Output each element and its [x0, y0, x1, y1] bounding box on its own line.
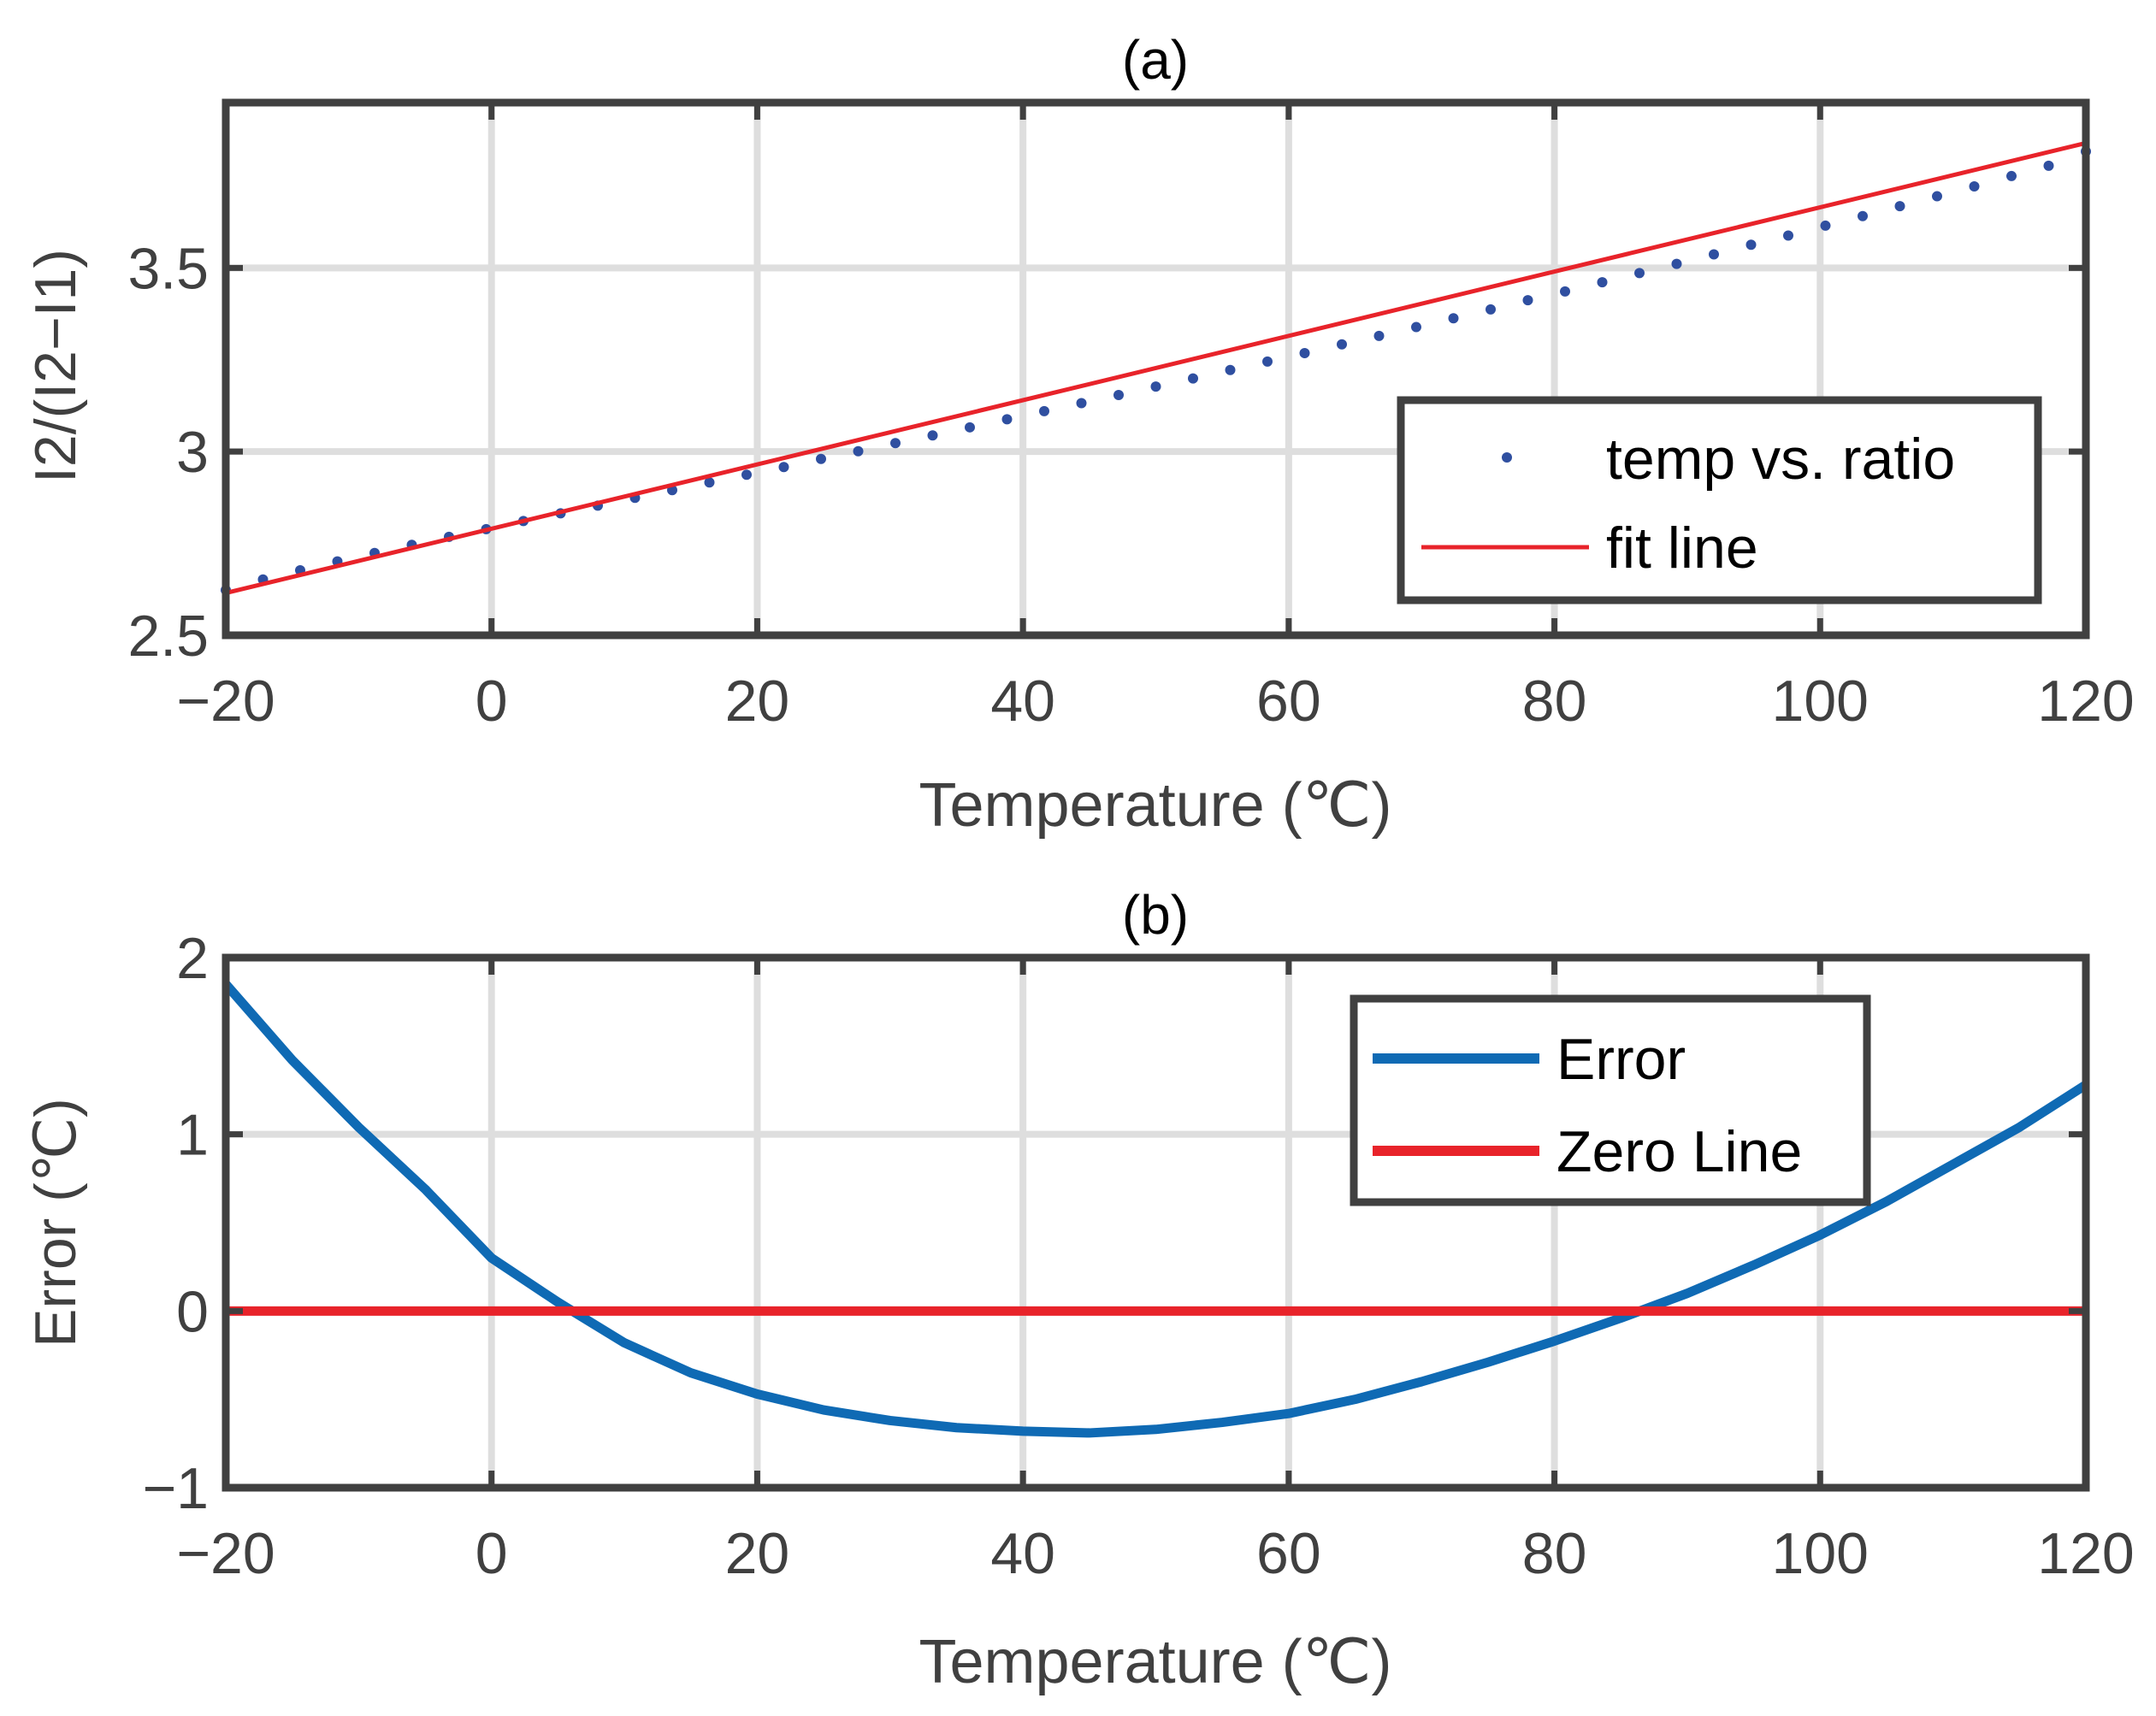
a-data-point	[853, 445, 864, 457]
a-data-point	[1560, 286, 1570, 297]
b-legend-label-error: Error	[1556, 1027, 1686, 1092]
a-x-ticks: −20 0 20 40 60 80 100 120	[176, 103, 2135, 734]
a-data-point	[927, 430, 938, 441]
b-x-tick-label: 60	[1256, 1521, 1321, 1586]
a-data-point	[1299, 348, 1310, 359]
a-data-point	[1076, 398, 1087, 409]
a-data-point	[1745, 239, 1757, 251]
a-legend-box	[1397, 396, 2042, 604]
b-x-tick-label: 20	[725, 1521, 790, 1586]
a-x-tick-label: 80	[1522, 669, 1587, 734]
b-y-tick-label: 0	[176, 1279, 209, 1344]
a-data-point	[741, 469, 752, 481]
a-data-point	[965, 422, 975, 433]
b-y-ticks: −1 0 1 2	[142, 926, 2086, 1521]
a-x-tick-label: −20	[176, 669, 275, 734]
a-data-point	[1188, 373, 1198, 384]
a-x-tick-label: 0	[476, 669, 508, 734]
a-data-point	[1932, 191, 1942, 202]
a-y-tick-label: 3.5	[127, 236, 209, 301]
b-legend: Error Zero Line	[1350, 994, 1871, 1206]
a-data-point	[1225, 364, 1236, 375]
a-data-point	[1783, 230, 1793, 241]
b-x-tick-label: 40	[990, 1521, 1055, 1586]
b-y-tick-label: 2	[176, 926, 209, 991]
b-x-tick-label: −20	[176, 1521, 275, 1586]
a-legend-marker-dots	[1502, 452, 1512, 463]
b-title: (b)	[1122, 884, 1189, 946]
a-data-point	[1039, 405, 1049, 416]
a-title: (a)	[1122, 29, 1189, 91]
panel-b: −20 0 20 40 60 80 100 120 −1 0 1 2 (b) Temperature…	[23, 884, 2135, 1696]
a-x-tick-label: 120	[2037, 669, 2134, 734]
a-data-point	[2006, 170, 2017, 181]
a-data-point	[1448, 313, 1459, 324]
a-series-fit-line	[225, 140, 2087, 596]
a-legend-label-line: fit line	[1606, 516, 1758, 581]
a-y-axis-label: I2/(I2−I1)	[23, 249, 88, 483]
b-y-tick-label: 1	[176, 1103, 209, 1168]
a-x-tick-label: 100	[1772, 669, 1869, 734]
a-data-point	[816, 453, 826, 464]
a-data-point	[1858, 210, 1868, 221]
a-data-point	[704, 477, 715, 488]
b-x-tick-label: 100	[1772, 1521, 1869, 1586]
a-data-point	[1522, 295, 1533, 306]
a-data-point	[1709, 249, 1719, 260]
a-y-tick-label: 3	[176, 420, 209, 485]
a-data-point	[1337, 339, 1347, 350]
a-data-point	[1113, 390, 1124, 401]
a-data-point	[1262, 356, 1273, 367]
a-plot-area	[221, 140, 2091, 596]
b-y-axis-label: Error (℃)	[23, 1098, 88, 1347]
a-x-tick-label: 20	[725, 669, 790, 734]
b-x-ticks: −20 0 20 40 60 80 100 120	[176, 958, 2135, 1586]
b-series-error	[222, 981, 2088, 1438]
b-axes-frame	[222, 953, 2090, 1492]
a-axes-frame	[222, 98, 2090, 640]
b-x-axis-label: Temperature (℃)	[919, 1628, 1391, 1696]
a-data-point	[2043, 160, 2054, 171]
a-data-point	[1597, 277, 1608, 288]
a-data-point	[1969, 180, 1980, 192]
a-data-point	[778, 462, 789, 473]
a-data-point	[1373, 330, 1385, 341]
a-data-point	[1671, 258, 1682, 269]
a-data-point	[1894, 201, 1905, 212]
a-data-point	[1411, 321, 1421, 333]
b-x-tick-label: 0	[476, 1521, 508, 1586]
b-x-tick-label: 120	[2037, 1521, 2134, 1586]
b-plot-area	[222, 981, 2088, 1438]
b-y-tick-label: −1	[142, 1456, 209, 1521]
b-legend-label-zero: Zero Line	[1556, 1119, 1802, 1184]
a-legend-label-dots: temp vs. ratio	[1606, 427, 1955, 492]
a-data-point	[1634, 268, 1645, 279]
a-y-tick-label: 2.5	[127, 604, 209, 669]
a-data-point	[1001, 414, 1013, 425]
b-legend-box	[1350, 994, 1871, 1206]
a-legend: temp vs. ratio fit line	[1397, 396, 2042, 604]
a-y-ticks: 2.5 3 3.5	[127, 236, 2086, 669]
a-data-point	[1820, 220, 1831, 231]
a-x-axis-label: Temperature (℃)	[919, 771, 1391, 840]
a-data-point	[1486, 304, 1496, 315]
a-data-point	[1150, 381, 1161, 392]
a-x-tick-label: 40	[990, 669, 1055, 734]
a-data-point	[890, 438, 901, 449]
panel-a: −20 0 20 40 60 80 100 120 2.5 3 3.5 (a) Temperatu…	[23, 29, 2135, 840]
b-x-tick-label: 80	[1522, 1521, 1587, 1586]
a-x-tick-label: 60	[1256, 669, 1321, 734]
